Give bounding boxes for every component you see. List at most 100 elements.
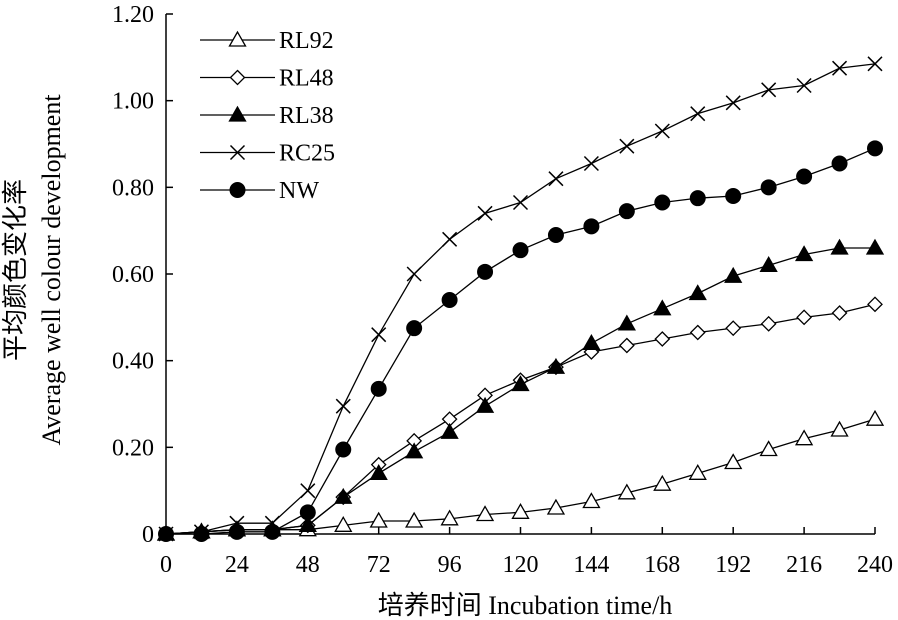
- data-point-rl48: [654, 331, 671, 347]
- data-point-nw: [689, 190, 706, 207]
- data-point-rc25: [371, 327, 387, 343]
- legend-label: NW: [279, 178, 319, 204]
- legend-marker: [229, 69, 246, 86]
- x-tick-label: 168: [644, 552, 680, 578]
- data-point-rl92: [334, 516, 353, 532]
- data-point-rl48: [831, 305, 848, 321]
- data-point-rc25: [796, 77, 812, 94]
- data-point-nw: [618, 203, 635, 220]
- data-point-rl38: [865, 238, 885, 255]
- legend-label: RL92: [279, 28, 334, 54]
- data-point-nw: [725, 188, 742, 204]
- data-point-rl38: [653, 299, 672, 316]
- data-point-rc25: [761, 82, 777, 98]
- series-rl92: [156, 409, 885, 541]
- legend-marker: [229, 182, 246, 198]
- data-point-nw: [370, 380, 387, 397]
- legend-marker: [228, 30, 247, 47]
- data-point-nw: [193, 526, 210, 542]
- data-point-rl38: [298, 516, 317, 532]
- data-point-rl38: [830, 238, 849, 255]
- data-point-rl38: [334, 487, 353, 504]
- y-tick-label: 0.40: [112, 349, 154, 375]
- data-point-rl92: [582, 492, 601, 509]
- legend-entry-rc25: RC25: [200, 141, 335, 167]
- data-point-rc25: [300, 483, 316, 499]
- series-nw: [158, 140, 883, 542]
- data-point-nw: [477, 263, 494, 280]
- data-point-rl38: [475, 396, 495, 413]
- data-point-rl92: [475, 505, 495, 522]
- data-point-rl92: [546, 498, 566, 515]
- y-axis-title-cn: 平均颜色变化率: [1, 179, 30, 361]
- series-rc25: [158, 56, 883, 542]
- legend-entry-nw: NW: [200, 178, 319, 204]
- data-point-rc25: [867, 56, 883, 72]
- data-point-nw: [441, 292, 458, 308]
- data-point-rc25: [690, 106, 706, 122]
- x-tick-label: 96: [438, 552, 462, 578]
- y-tick-label: 0.60: [112, 262, 154, 288]
- x-tick-label: 192: [715, 552, 751, 578]
- data-point-rc25: [512, 194, 529, 211]
- legend-entry-rl38: RL38: [200, 103, 334, 129]
- data-point-rc25: [548, 171, 564, 187]
- data-point-rl92: [405, 511, 424, 528]
- data-point-nw: [654, 194, 671, 211]
- data-point-rc25: [832, 60, 848, 76]
- data-point-rl38: [511, 375, 530, 392]
- legend: RL92 RL48 RL38 RC25 NW: [200, 28, 335, 204]
- data-point-nw: [406, 320, 423, 337]
- y-axis-title-group: 平均颜色变化率 Average well colour development: [1, 94, 66, 446]
- data-point-rl48: [725, 320, 742, 337]
- data-point-nw: [796, 168, 813, 185]
- data-point-rl38: [546, 357, 566, 374]
- axes: 0 0.20 0.40 0.60 0.80 1.00 1.20 0 24 48 72 96 120 144…: [112, 2, 893, 578]
- data-point-rl48: [760, 315, 777, 332]
- y-tick-label: 0.80: [112, 175, 154, 201]
- data-point-rl38: [582, 334, 601, 350]
- data-point-rl92: [653, 474, 672, 491]
- series-rl38: [156, 238, 885, 541]
- series-line-rl48: [165, 303, 876, 535]
- data-point-rl92: [688, 464, 707, 480]
- x-tick-label: 48: [296, 552, 320, 578]
- data-point-rl92: [511, 503, 530, 519]
- data-point-rl92: [830, 420, 849, 437]
- data-point-rc25: [654, 123, 670, 139]
- data-point-rl92: [759, 440, 778, 457]
- data-point-nw: [264, 523, 281, 540]
- data-point-nw: [228, 523, 245, 540]
- series-line-rc25: [165, 63, 876, 535]
- data-point-nw: [299, 504, 316, 521]
- data-point-rl92: [369, 511, 388, 528]
- data-point-nw: [867, 140, 883, 157]
- data-point-rc25: [335, 398, 351, 414]
- x-axis-title: 培养时间 Incubation time/h: [378, 591, 673, 620]
- series-line-nw: [166, 147, 876, 535]
- data-point-rl48: [796, 309, 813, 326]
- x-tick-label: 0: [160, 552, 172, 578]
- data-point-nw: [583, 218, 600, 235]
- series-layer: [156, 56, 885, 542]
- x-tick-label: 240: [857, 552, 893, 578]
- data-point-rl48: [618, 337, 635, 354]
- data-point-rc25: [725, 95, 741, 111]
- data-point-rl38: [405, 442, 424, 459]
- data-point-rc25: [619, 138, 635, 154]
- y-tick-label: 1.00: [112, 89, 154, 115]
- x-tick-label: 72: [367, 552, 391, 578]
- legend-entry-rl92: RL92: [200, 28, 334, 54]
- data-point-nw: [760, 179, 777, 196]
- x-tick-label: 216: [786, 552, 822, 578]
- data-point-rl38: [724, 266, 743, 283]
- x-tick-label: 24: [225, 552, 249, 578]
- data-point-rl92: [724, 453, 743, 470]
- data-point-rc25: [583, 155, 599, 172]
- data-point-rl38: [617, 314, 636, 331]
- data-point-rl38: [688, 284, 707, 301]
- x-tick-label: 120: [503, 552, 539, 578]
- legend-entry-rl48: RL48: [200, 66, 334, 92]
- data-point-rl92: [865, 409, 885, 426]
